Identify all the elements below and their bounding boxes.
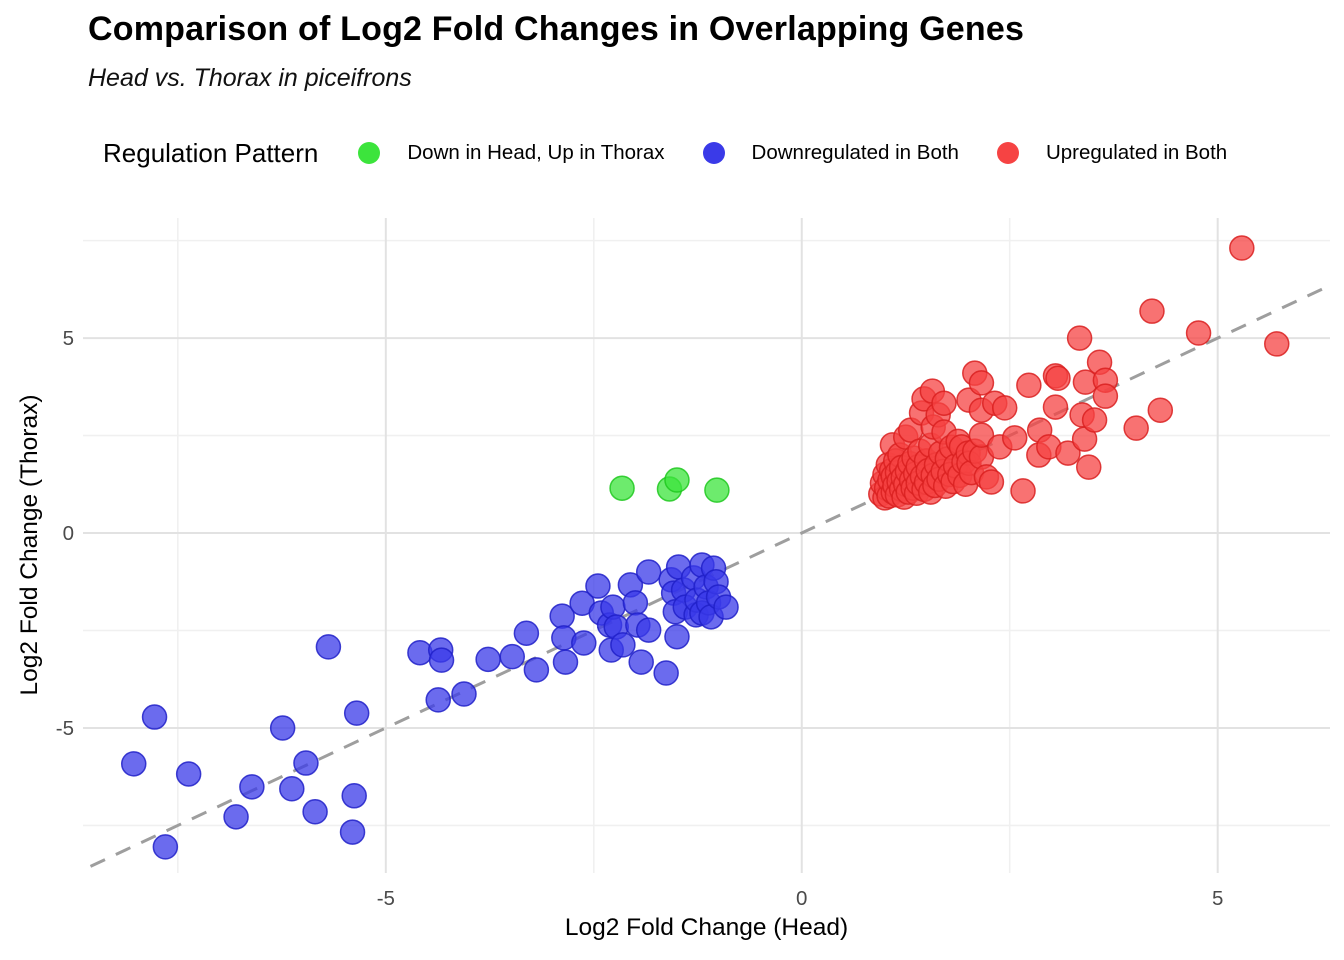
legend-item-label: Down in Head, Up in Thorax [407, 141, 665, 164]
data-point [585, 573, 611, 599]
data-point [1066, 325, 1093, 351]
legend-swatch-icon [358, 142, 381, 164]
data-point [223, 804, 249, 830]
data-point [120, 751, 147, 777]
data-point [664, 467, 690, 493]
data-point [1139, 298, 1165, 324]
legend-items: Down in Head, Up in Thorax Downregulated … [358, 141, 1265, 165]
data-point [635, 617, 662, 643]
data-point [1264, 331, 1290, 357]
x-tick-label: 5 [1212, 887, 1223, 910]
y-tick-label: 0 [63, 522, 74, 545]
legend-item-label: Downregulated in Both [751, 141, 959, 164]
data-point [653, 660, 679, 686]
y-axis-title: Log2 Fold Change (Thorax) [16, 394, 43, 696]
data-point [1045, 365, 1071, 391]
data-point [968, 370, 995, 396]
data-point [451, 681, 477, 707]
data-point [610, 632, 636, 658]
data-point [1229, 235, 1255, 261]
data-point [141, 704, 168, 730]
data-point [1016, 372, 1042, 399]
legend-swatch-icon [702, 142, 725, 164]
data-point [341, 783, 367, 809]
legend-title: Regulation Pattern [103, 137, 319, 168]
data-point [571, 630, 597, 656]
data-point [239, 774, 265, 800]
data-point [1001, 425, 1028, 451]
data-point [704, 477, 730, 503]
data-point [1081, 407, 1108, 433]
data-point [513, 620, 540, 646]
data-point [152, 834, 179, 860]
data-point [968, 422, 995, 448]
chart-title: Comparison of Log2 Fold Changes in Overl… [88, 10, 1025, 48]
data-point [499, 643, 526, 670]
data-point [664, 623, 690, 650]
data-point [622, 590, 649, 616]
data-point [713, 594, 739, 620]
data-point [523, 657, 550, 683]
data-point [293, 750, 319, 776]
legend: Regulation Pattern Down in Head, Up in T… [103, 132, 1265, 174]
data-point [1010, 478, 1036, 504]
y-tick-label: -5 [56, 717, 74, 740]
data-point [1092, 383, 1119, 409]
data-point [1055, 440, 1081, 466]
x-tick-label: 0 [796, 887, 807, 910]
data-point [1042, 394, 1069, 420]
data-point [475, 646, 501, 673]
data-point [302, 799, 328, 825]
data-point [628, 649, 654, 675]
data-point [269, 715, 296, 741]
data-point [339, 819, 366, 845]
data-point [343, 700, 370, 726]
data-point [279, 776, 305, 802]
x-tick-label: -5 [377, 887, 395, 910]
data-point [1147, 397, 1174, 423]
data-point [1185, 320, 1212, 346]
y-tick-label: 5 [63, 327, 74, 350]
data-point [1123, 415, 1149, 441]
data-point [315, 634, 342, 660]
legend-item: Upregulated in Both [996, 141, 1228, 165]
x-axis-title: Log2 Fold Change (Head) [564, 914, 849, 941]
data-point [1076, 454, 1102, 480]
legend-item: Down in Head, Up in Thorax [358, 141, 665, 165]
data-point [609, 475, 635, 501]
data-point [635, 559, 662, 585]
data-point [978, 469, 1005, 495]
legend-item: Downregulated in Both [702, 141, 959, 165]
data-point [175, 761, 202, 787]
legend-item-label: Upregulated in Both [1045, 141, 1228, 164]
legend-swatch-icon [996, 142, 1019, 164]
data-point [931, 390, 957, 416]
data-point [552, 649, 579, 675]
data-point [425, 687, 451, 713]
data-point [991, 395, 1018, 421]
chart-subtitle: Head vs. Thorax in piceifrons [88, 64, 412, 92]
data-point [428, 647, 455, 673]
